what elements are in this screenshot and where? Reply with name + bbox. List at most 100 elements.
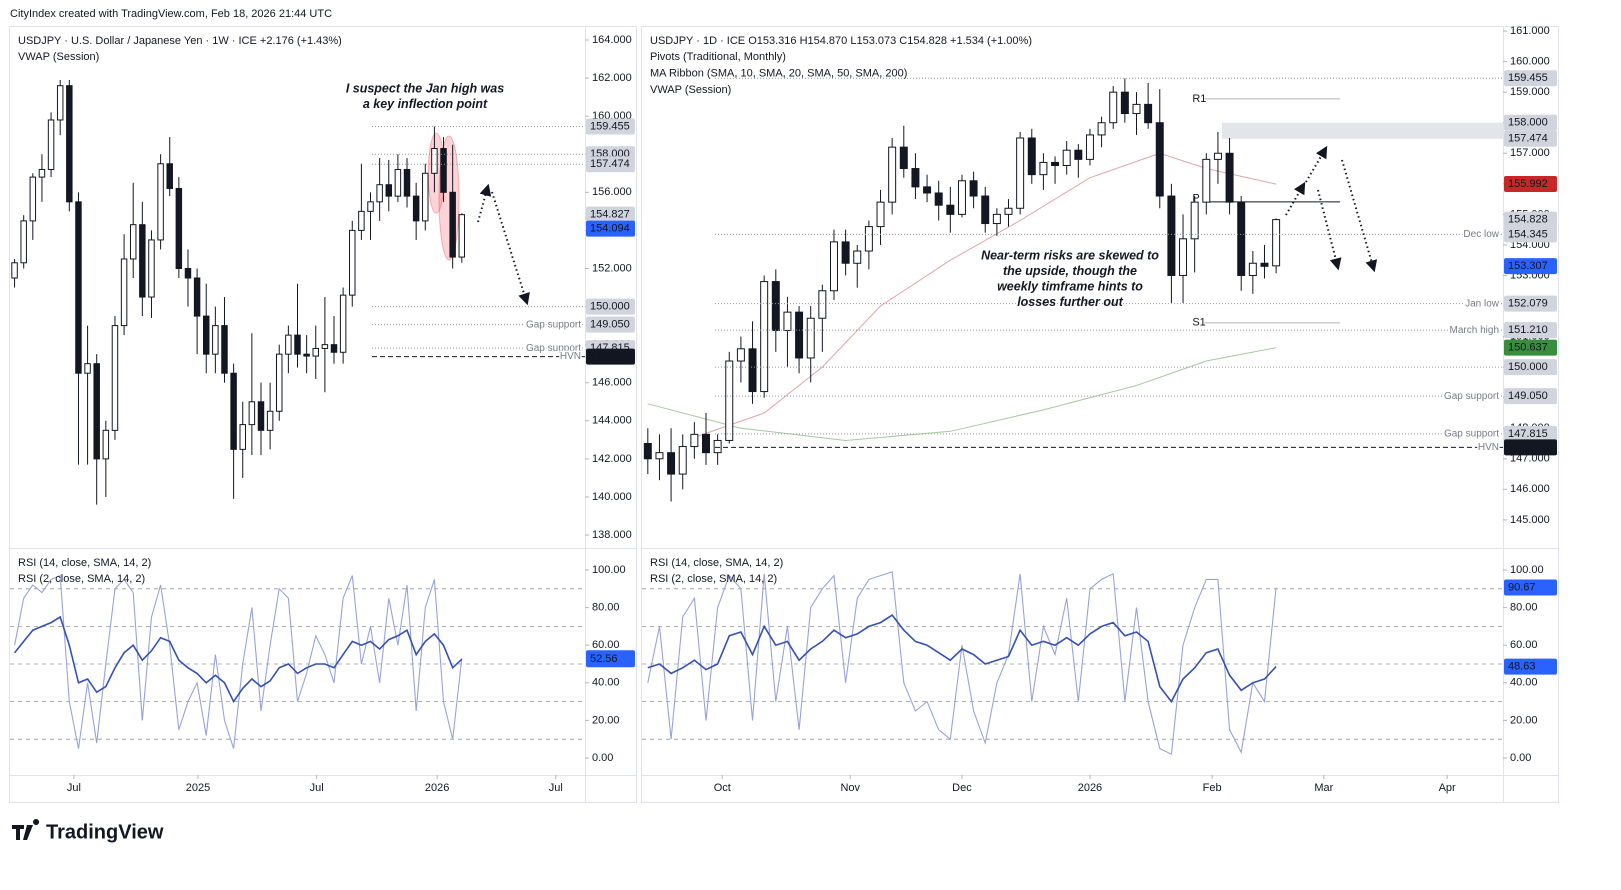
rsi-legend: RSI (14, close, SMA, 14, 2)	[650, 557, 783, 569]
candle-body	[120, 258, 128, 327]
price-tick-label: 146.000	[592, 377, 632, 389]
candle-body	[257, 401, 265, 431]
level-label: 154.827	[590, 209, 630, 221]
level-label-box	[586, 156, 635, 173]
candle-body	[1097, 122, 1106, 136]
candle-body	[47, 119, 55, 170]
level-label: 150.637	[1508, 342, 1548, 354]
level-label-box	[1504, 439, 1557, 456]
candle-body	[431, 148, 438, 174]
logo-icon	[12, 819, 40, 840]
candle-body	[1109, 91, 1118, 124]
level-note: March high	[1450, 325, 1499, 336]
candle-body	[1051, 161, 1060, 166]
candle-body	[934, 192, 943, 206]
rsi-tick-label: 0.00	[592, 752, 613, 764]
arrow	[477, 183, 492, 223]
candle-body	[422, 172, 429, 222]
level-label: 150.000	[1508, 361, 1548, 373]
candle-body	[795, 311, 804, 359]
price-tick-label: 142.000	[592, 453, 632, 465]
level-note: HVN	[560, 351, 581, 362]
candle-body	[458, 214, 466, 258]
candle-body	[771, 281, 780, 331]
candle-body	[853, 250, 862, 264]
candle-body	[412, 195, 420, 222]
rsi-value-label: 48.63	[1508, 660, 1536, 672]
level-note: Jan low	[1465, 298, 1500, 309]
candle-body	[1179, 238, 1188, 276]
pivot-label: S1	[1192, 317, 1205, 329]
candle-body	[1039, 161, 1048, 176]
logo-text: TradingView	[46, 821, 164, 843]
level-label-box	[1504, 211, 1557, 228]
candle-body	[20, 220, 27, 264]
candle-body	[736, 348, 745, 362]
candle-body	[66, 85, 73, 203]
candle-body	[1016, 137, 1025, 209]
candle-body	[760, 281, 769, 393]
level-label-box	[1504, 425, 1557, 442]
candle-body	[713, 439, 722, 454]
candle-body	[992, 213, 1001, 225]
rsi-value-box	[586, 651, 635, 668]
level-label-box	[586, 316, 635, 333]
candle-body	[285, 334, 292, 355]
time-tick-label: 2026	[425, 782, 449, 794]
candle-body	[667, 452, 676, 475]
candle-body	[1120, 91, 1129, 115]
price-tick-label: 146.000	[1510, 483, 1550, 495]
level-label: 154.094	[590, 223, 630, 235]
rsi-value-label: 52.56	[590, 653, 618, 665]
time-tick-label: Dec	[952, 782, 972, 794]
candle-body	[349, 229, 356, 296]
level-note: Gap support	[526, 343, 581, 354]
level-label-box	[1504, 176, 1557, 193]
rsi-tick-label: 20.00	[592, 714, 620, 726]
candle-body	[841, 241, 850, 264]
indicator-label: MA Ribbon (SMA, 10, SMA, 20, SMA, 50, SM…	[650, 67, 907, 79]
chart-layer: 138.000140.000142.000144.000146.000148.0…	[10, 25, 1557, 794]
indicator-label: VWAP (Session)	[18, 51, 99, 63]
rsi-tick-label: 0.00	[1510, 752, 1531, 764]
rsi-tick-label: 80.00	[592, 602, 620, 614]
candle-body	[876, 201, 885, 228]
candle-body	[449, 191, 456, 258]
candle-body	[1272, 219, 1281, 267]
frames	[9, 26, 1559, 803]
rsi-line	[647, 614, 1277, 704]
price-tick-label: 164.000	[592, 34, 632, 46]
level-label: 153.307	[1508, 260, 1548, 272]
candle-body	[690, 433, 699, 448]
candle-body	[303, 353, 310, 357]
level-label-box	[1504, 258, 1557, 275]
candle-body	[1062, 149, 1071, 166]
level-label-box	[1504, 226, 1557, 243]
candle-body	[202, 315, 210, 355]
rsi-line	[14, 574, 463, 749]
rsi-value-box	[1504, 579, 1557, 596]
rsi-tick-label: 100.00	[1510, 564, 1544, 576]
level-label-box	[1504, 70, 1557, 87]
candle-body	[1004, 207, 1013, 215]
arrow	[1285, 181, 1306, 216]
indicator-label: VWAP (Session)	[650, 84, 731, 96]
candle-body	[1144, 103, 1153, 124]
arrows	[477, 145, 1378, 306]
price-tick-label: 161.000	[1510, 25, 1550, 37]
candle-body	[702, 433, 710, 454]
chart-title: USDJPY · 1D · ICE O153.316 H154.870 L153…	[650, 35, 1032, 47]
annotation: the upside, though the	[1003, 264, 1137, 278]
candle-body	[93, 363, 100, 460]
candle-body	[312, 347, 319, 357]
level-note: Gap support	[1444, 429, 1499, 440]
level-label: 155.992	[1508, 178, 1548, 190]
arrow	[491, 191, 530, 306]
candle-body	[818, 290, 827, 319]
candle-body	[888, 146, 897, 203]
level-label: 147.374	[590, 350, 630, 362]
time-tick-label: Nov	[840, 782, 860, 794]
level-label: 149.050	[590, 319, 630, 331]
level-label-box	[1504, 130, 1557, 147]
candle-body	[1248, 262, 1257, 276]
